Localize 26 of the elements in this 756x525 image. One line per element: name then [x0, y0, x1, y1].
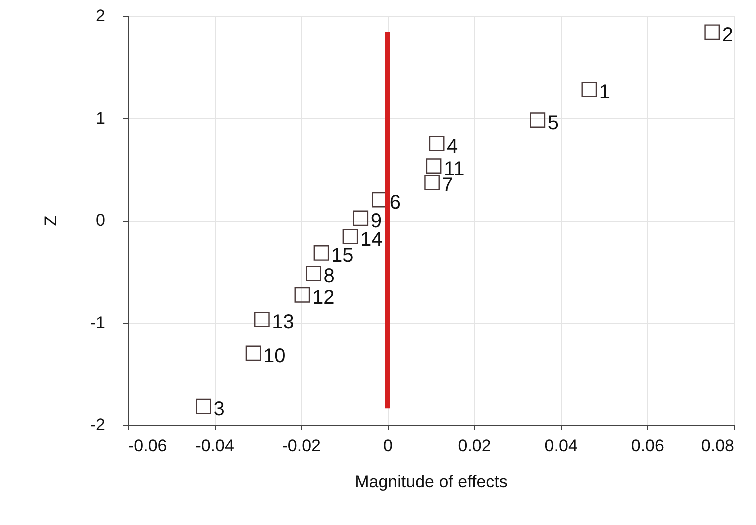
- y-tick-label: 2: [96, 6, 106, 26]
- x-tick-label: 0.06: [631, 436, 664, 456]
- annotation: 2: [722, 24, 734, 46]
- y-axis-title: Z: [41, 216, 60, 226]
- x-tick-label: -0.04: [196, 436, 234, 456]
- annotation: 5: [548, 112, 560, 134]
- annotation: 13: [272, 312, 294, 334]
- annotation: 6: [390, 192, 402, 214]
- annotation: 12: [312, 287, 335, 310]
- x-tick-label: -0.02: [282, 436, 322, 456]
- annotation: 10: [264, 345, 286, 368]
- x-tick-label: -0.06: [128, 436, 168, 456]
- annotation: 1: [599, 82, 611, 104]
- x-tick-label: 0.08: [701, 436, 734, 456]
- x-axis-title: Magnitude of effects: [355, 472, 508, 492]
- y-tick-label: 1: [96, 108, 106, 128]
- annotation: 8: [324, 266, 335, 288]
- annotation: 4: [447, 136, 458, 158]
- x-tick-label: 0: [383, 436, 393, 456]
- y-tick-label: -2: [90, 416, 106, 434]
- x-tick-label: 0.02: [458, 436, 492, 456]
- x-tick-label: 0.04: [544, 436, 578, 456]
- annotation: 15: [331, 245, 354, 268]
- y-tick-label: 0: [96, 211, 106, 230]
- annotation: 3: [214, 398, 225, 421]
- y-tick-label: -1: [90, 313, 106, 332]
